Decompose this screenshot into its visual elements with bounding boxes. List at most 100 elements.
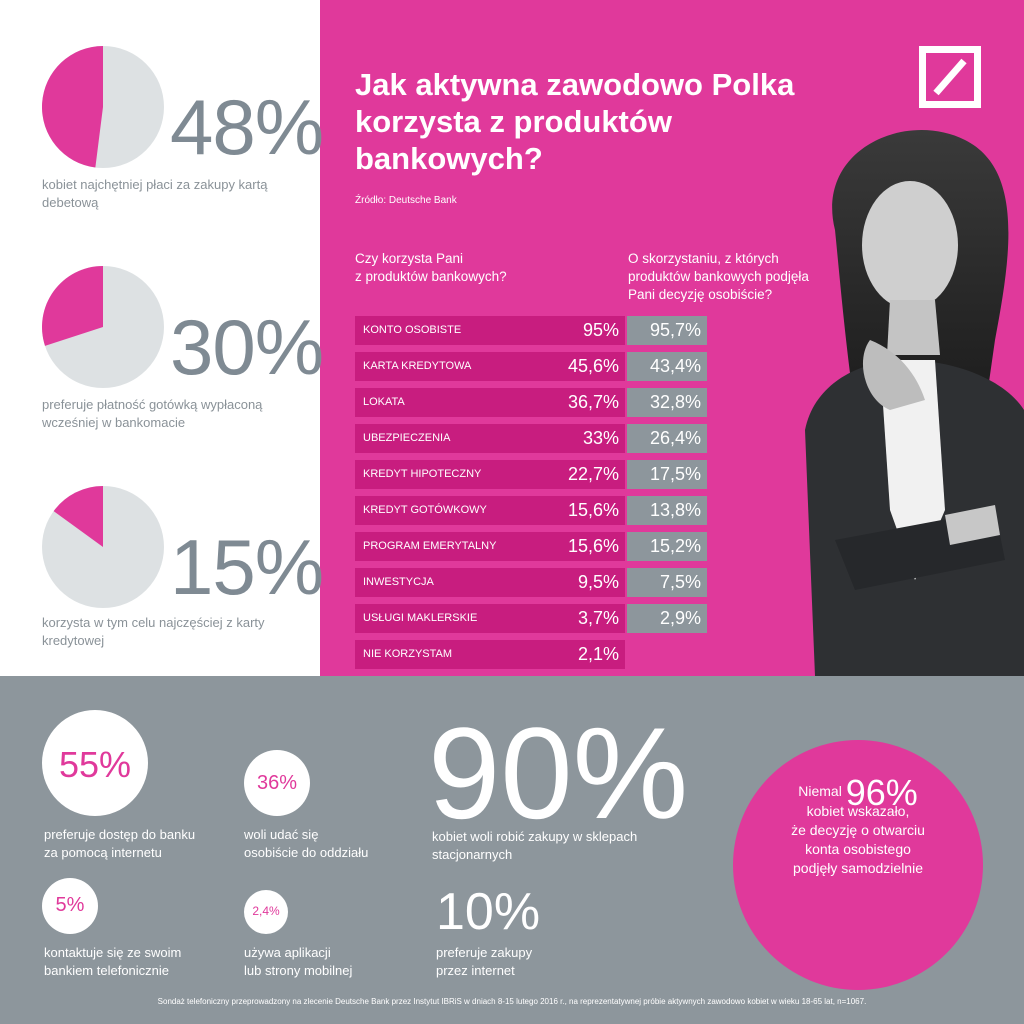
- caption-line: osobiście do oddziału: [244, 844, 368, 862]
- stat-percent-30: 30%: [170, 308, 323, 386]
- usage-value: 15,6%: [568, 500, 619, 521]
- table-cell-usage: KREDYT HIPOTECZNY 22,7%: [355, 460, 625, 489]
- usage-value: 9,5%: [578, 572, 619, 593]
- stat-percent-15: 15%: [170, 528, 323, 606]
- product-label: UBEZPIECZENIA: [363, 432, 450, 444]
- table-cell-decision: 15,2%: [627, 532, 707, 561]
- product-label: KREDYT HIPOTECZNY: [363, 468, 481, 480]
- caption-line: kobiet woli robić zakupy w sklepach: [432, 828, 637, 846]
- deutsche-bank-logo: [919, 46, 981, 108]
- source-label: Źródło: Deutsche Bank: [355, 195, 457, 206]
- usage-value: 3,7%: [578, 608, 619, 629]
- pie-chart-48: [42, 46, 164, 168]
- circle-percent: 2,4%: [244, 904, 288, 918]
- stat-percent-90: 90%: [428, 708, 688, 838]
- product-label: KONTO OSOBISTE: [363, 324, 461, 336]
- caption-line: konta osobistego: [733, 840, 983, 859]
- usage-value: 15,6%: [568, 536, 619, 557]
- circle-percent: 36%: [244, 772, 310, 795]
- caption-line: kredytowej: [42, 632, 302, 650]
- table-cell-decision: 13,8%: [627, 496, 707, 525]
- footnote: Sondaż telefoniczny przeprowadzony na zl…: [0, 997, 1024, 1006]
- circle-percent: 55%: [42, 744, 148, 786]
- stat-caption-90: kobiet woli robić zakupy w sklepach stac…: [432, 828, 637, 864]
- caption-line: preferuje zakupy: [436, 944, 532, 962]
- caption-line: preferuje płatność gotówką wypłaconą: [42, 396, 302, 414]
- decision-value: 43,4%: [650, 356, 701, 377]
- pie-chart-30: [42, 266, 164, 388]
- caption-line: przez internet: [436, 962, 532, 980]
- stat-circle-36: 36%: [244, 750, 310, 816]
- product-label: USŁUGI MAKLERSKIE: [363, 612, 477, 624]
- title-line: korzysta z produktów: [355, 103, 825, 140]
- stat-circle-55: 55%: [42, 710, 148, 816]
- stat-caption-55: preferuje dostęp do banku za pomocą inte…: [44, 826, 195, 862]
- table-cell-decision: 32,8%: [627, 388, 707, 417]
- table-cell-usage: KARTA KREDYTOWA 45,6%: [355, 352, 625, 381]
- decision-value: 15,2%: [650, 536, 701, 557]
- pie-chart-15: [42, 486, 164, 608]
- stat-circle-2-4: 2,4%: [244, 890, 288, 934]
- usage-value: 45,6%: [568, 356, 619, 377]
- caption-line: za pomocą internetu: [44, 844, 195, 862]
- table-cell-usage: NIE KORZYSTAM 2,1%: [355, 640, 625, 669]
- slash-logo-icon: [926, 53, 974, 101]
- decision-value: 7,5%: [660, 572, 701, 593]
- stat-caption-2-4: używa aplikacji lub strony mobilnej: [244, 944, 352, 980]
- caption-line: używa aplikacji: [244, 944, 352, 962]
- stat-percent-10: 10%: [436, 886, 540, 938]
- caption-line: wcześniej w bankomacie: [42, 414, 302, 432]
- table-cell-usage: USŁUGI MAKLERSKIE 3,7%: [355, 604, 625, 633]
- caption-line: podjęły samodzielnie: [733, 859, 983, 878]
- table-cell-usage: LOKATA 36,7%: [355, 388, 625, 417]
- caption-line: preferuje dostęp do banku: [44, 826, 195, 844]
- pie-slice-48: [42, 46, 103, 168]
- decision-value: 95,7%: [650, 320, 701, 341]
- stat-caption-10: preferuje zakupy przez internet: [436, 944, 532, 980]
- page-title: Jak aktywna zawodowo Polka korzysta z pr…: [355, 66, 825, 177]
- table-cell-decision: 95,7%: [627, 316, 707, 345]
- caption-line: debetową: [42, 194, 302, 212]
- caption-line: bankiem telefonicznie: [44, 962, 181, 980]
- caption-line: woli udać się: [244, 826, 368, 844]
- table-cell-decision: 43,4%: [627, 352, 707, 381]
- usage-value: 36,7%: [568, 392, 619, 413]
- caption-line: kontaktuje się ze swoim: [44, 944, 181, 962]
- stat-percent-48: 48%: [170, 88, 323, 166]
- stat-headline-96: Niemal 96%: [733, 782, 983, 802]
- caption-line: że decyzję o otwarciu: [733, 821, 983, 840]
- decision-value: 26,4%: [650, 428, 701, 449]
- usage-value: 2,1%: [578, 644, 619, 665]
- product-label: INWESTYCJA: [363, 576, 434, 588]
- question-line: Czy korzysta Pani: [355, 250, 585, 268]
- usage-value: 22,7%: [568, 464, 619, 485]
- caption-line: korzysta w tym celu najczęściej z karty: [42, 614, 302, 632]
- caption-line: kobiet najchętniej płaci za zakupy kartą: [42, 176, 302, 194]
- stat-text-96: Niemal 96% kobiet wskazało, że decyzję o…: [733, 782, 983, 878]
- table-cell-decision: 17,5%: [627, 460, 707, 489]
- caption-line: stacjonarnych: [432, 846, 637, 864]
- question-uses-products: Czy korzysta Pani z produktów bankowych?: [355, 250, 585, 286]
- stat-caption-36: woli udać się osobiście do oddziału: [244, 826, 368, 862]
- product-label: NIE KORZYSTAM: [363, 648, 452, 660]
- stat-caption-5: kontaktuje się ze swoim bankiem telefoni…: [44, 944, 181, 980]
- decision-value: 17,5%: [650, 464, 701, 485]
- table-cell-usage: INWESTYCJA 9,5%: [355, 568, 625, 597]
- table-cell-decision: 2,9%: [627, 604, 707, 633]
- table-cell-usage: KONTO OSOBISTE 95%: [355, 316, 625, 345]
- caption-line: kobiet wskazało,: [733, 802, 983, 821]
- woman-portrait-image: [795, 110, 1024, 676]
- decision-value: 32,8%: [650, 392, 701, 413]
- product-label: LOKATA: [363, 396, 405, 408]
- product-label: KREDYT GOTÓWKOWY: [363, 504, 487, 516]
- title-line: Jak aktywna zawodowo Polka: [355, 66, 825, 103]
- product-label: PROGRAM EMERYTALNY: [363, 540, 496, 552]
- table-cell-decision: 7,5%: [627, 568, 707, 597]
- stat-caption-48: kobiet najchętniej płaci za zakupy kartą…: [42, 176, 302, 212]
- decision-value: 13,8%: [650, 500, 701, 521]
- usage-value: 33%: [583, 428, 619, 449]
- stat-circle-5: 5%: [42, 878, 98, 934]
- title-line: bankowych?: [355, 140, 825, 177]
- stat-circle-96: Niemal 96% kobiet wskazało, że decyzję o…: [733, 740, 983, 990]
- stat-caption-15: korzysta w tym celu najczęściej z karty …: [42, 614, 302, 650]
